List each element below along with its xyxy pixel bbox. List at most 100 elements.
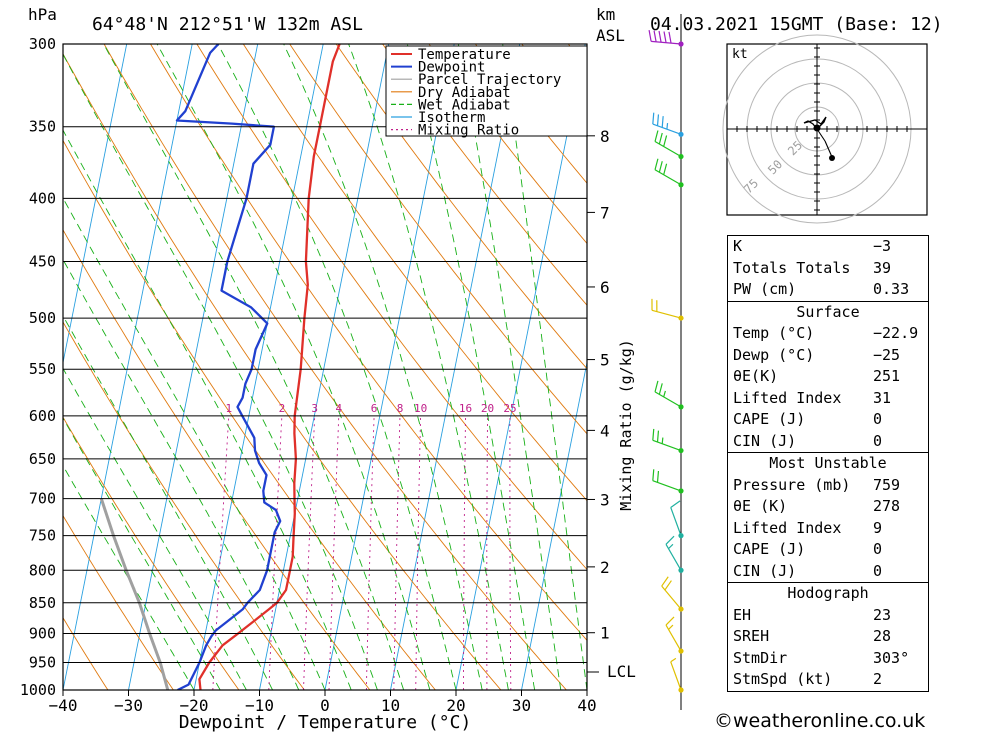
pressure-tick-label: 450: [29, 253, 56, 271]
storm-motion-marker: [813, 124, 821, 132]
wet-adiabat-line: [63, 53, 378, 690]
x-tick-label: 0: [320, 696, 330, 715]
most-unstable-row: θE (K) 278: [728, 496, 928, 518]
mixing-ratio-label: 1: [225, 402, 232, 415]
mixing-ratio-label: 10: [414, 402, 427, 415]
index-row: K −3: [728, 236, 928, 258]
most-unstable-title: Most Unstable: [769, 454, 887, 472]
footer-credit[interactable]: ©weatheronline.co.uk: [714, 710, 926, 732]
dry-adiabat-line: [150, 44, 587, 641]
surface-label: Dewp (°C): [733, 345, 815, 364]
pressure-tick-label: 700: [29, 490, 56, 508]
mixing-ratio-line: [365, 415, 375, 690]
indices-panel: K −3 Totals Totals 39 PW (cm) 0.33 Surface Te…: [727, 235, 929, 692]
wind-barb: [670, 500, 682, 536]
wind-barb: [652, 428, 682, 452]
hodograph-trace: [803, 116, 827, 130]
index-label: PW (cm): [733, 280, 797, 298]
mixing-ratio-label: 2: [279, 402, 286, 415]
hodograph-stat-value: 23: [873, 605, 892, 624]
height-unit-label: km: [596, 5, 615, 24]
height-tick-label: 6: [600, 278, 610, 297]
surface-row: Dewp (°C) −25: [728, 345, 928, 367]
hodograph-stats-title-row: Hodograph: [728, 583, 928, 605]
index-label: Totals Totals: [733, 258, 851, 277]
mixing-ratio-label: 6: [371, 402, 378, 415]
most-unstable-row: CIN (J) 0: [728, 561, 928, 583]
plot-frame: [62, 43, 588, 691]
isotherm-line: [455, 44, 586, 690]
isotherm-line: [128, 44, 259, 690]
mixing-ratio-line: [415, 415, 422, 690]
most-unstable-value: 9: [873, 518, 883, 537]
surface-row: CIN (J) 0: [728, 431, 928, 453]
legend-entry-label: Wet Adiabat: [418, 97, 511, 113]
height-tick-label: 1: [600, 624, 610, 643]
wet-adiabat-line: [457, 44, 562, 690]
x-tick-label: 30: [512, 696, 531, 715]
mixing-ratio-line: [509, 415, 512, 690]
most-unstable-row: Lifted Index 9: [728, 518, 928, 540]
hodograph-stat-row: SREH 28: [728, 626, 928, 648]
mixing-ratio-label: 4: [335, 402, 342, 415]
wet-adiabat-line: [502, 44, 587, 690]
wind-barb: [665, 616, 682, 652]
dry-adiabat-line: [428, 44, 587, 245]
dry-adiabat-line: [63, 617, 109, 690]
surface-row: θE(K) 251: [728, 366, 928, 388]
index-value: 0.33: [873, 280, 910, 298]
most-unstable-title-row: Most Unstable: [728, 453, 928, 475]
pressure-unit-label: hPa: [28, 5, 57, 24]
pressure-tick-label: 950: [29, 653, 56, 671]
most-unstable-value: 759: [873, 475, 901, 494]
height-tick-label: 7: [600, 203, 610, 222]
series-line-temperature: [198, 44, 341, 690]
dry-adiabat-line: [382, 44, 587, 306]
mixing-ratio-line: [268, 415, 283, 690]
pressure-tick-label: 350: [29, 118, 56, 136]
height-tick-label: 8: [600, 127, 610, 146]
dry-adiabat-line: [63, 139, 436, 690]
surface-label: CAPE (J): [733, 410, 806, 428]
wind-barb: [670, 657, 682, 691]
pressure-tick-label: 750: [29, 527, 56, 545]
mixing-ratio-line: [393, 415, 401, 690]
mixing-ratio-label: 8: [397, 402, 404, 415]
hodograph-stat-value: 303°: [873, 648, 910, 667]
wind-barb: [652, 112, 682, 135]
index-label: K: [733, 237, 743, 255]
pressure-tick-label: 550: [29, 360, 56, 378]
wind-level-dot: [678, 533, 684, 539]
lcl-label: LCL: [607, 662, 636, 681]
height-tick-label: 3: [600, 490, 610, 509]
wet-adiabat-line: [406, 44, 536, 690]
height-tick-label: 2: [600, 558, 610, 577]
wet-adiabat-line: [348, 44, 509, 690]
pressure-tick-label: 800: [29, 561, 56, 579]
index-value: −3: [873, 237, 892, 255]
surface-value: 251: [873, 367, 901, 385]
x-tick-label: −30: [114, 696, 143, 715]
hodograph-stat-row: StmDir 303°: [728, 648, 928, 670]
wet-adiabat-line: [156, 44, 431, 690]
dry-adiabat-line: [289, 44, 587, 435]
legend-box: [385, 45, 588, 137]
mixing-ratio-line: [303, 415, 316, 690]
pressure-tick-label: 500: [29, 309, 56, 327]
wind-barb: [654, 380, 682, 408]
height-tick-label: 5: [600, 351, 610, 370]
index-value: 39: [873, 258, 892, 277]
index-row: PW (cm) 0.33: [728, 279, 928, 301]
legend-entry-label: Dewpoint: [418, 60, 485, 76]
x-axis-label: Dewpoint / Temperature (°C): [179, 712, 472, 733]
mixing-ratio-label: 20: [481, 402, 494, 415]
isotherm-line: [324, 44, 455, 690]
pressure-tick-label: 400: [29, 189, 56, 207]
wind-barb: [654, 158, 682, 186]
hodograph-stat-value: 28: [873, 627, 892, 645]
wet-adiabat-line: [103, 44, 405, 690]
x-tick-label: 40: [577, 696, 596, 715]
isotherm-line: [390, 44, 521, 690]
